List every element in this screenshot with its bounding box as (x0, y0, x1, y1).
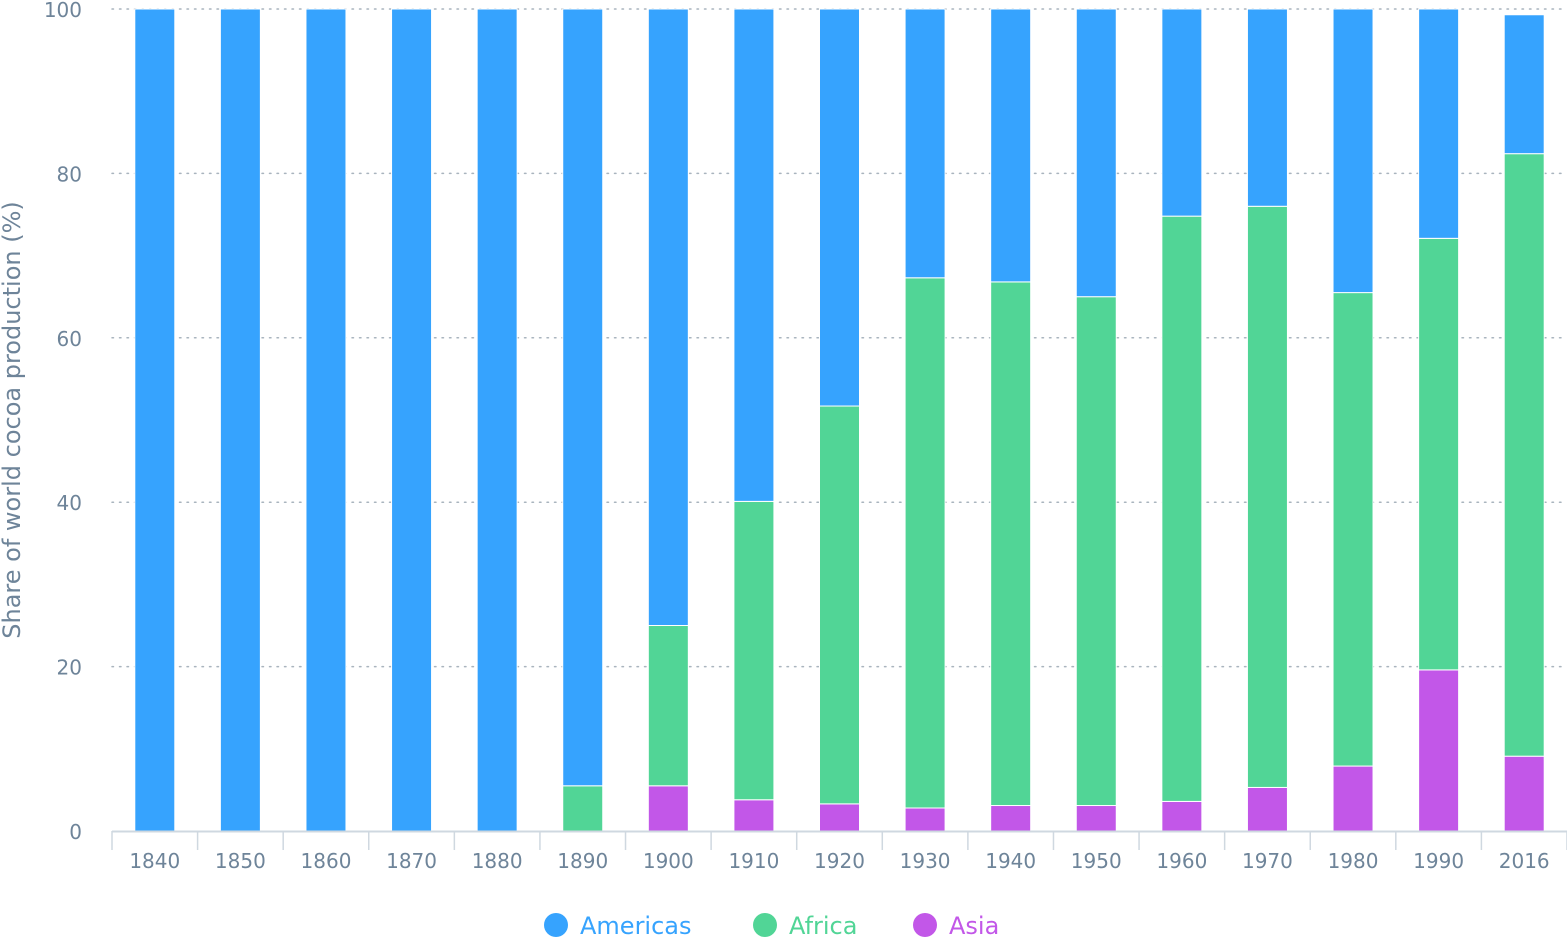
x-tick-label: 1840 (129, 849, 180, 873)
bar-asia-1990 (1418, 669, 1460, 832)
bar-asia-1980 (1332, 765, 1374, 832)
bar-americas-1850 (219, 8, 261, 832)
x-tick-label: 1970 (1242, 849, 1293, 873)
x-tick-label: 1880 (472, 849, 523, 873)
bar-americas-1950 (1075, 8, 1117, 298)
x-tick-label: 1930 (900, 849, 951, 873)
bar-americas-1980 (1332, 8, 1374, 294)
x-tick-label: 1870 (386, 849, 437, 873)
y-tick-label: 40 (57, 491, 82, 515)
bar-africa-1970 (1246, 205, 1288, 788)
bar-americas-1990 (1418, 8, 1460, 239)
bar-africa-1990 (1418, 237, 1460, 671)
y-tick-label: 80 (57, 162, 82, 186)
bar-asia-1950 (1075, 805, 1117, 832)
x-tick-label: 1900 (643, 849, 694, 873)
y-tick-label: 20 (57, 656, 82, 680)
axes: 0 20 40 60 80 100 1840 1850 1860 1870 1880 1890 1900… (44, 0, 1567, 873)
bar-africa-1920 (819, 405, 860, 805)
x-tick-label: 1940 (985, 849, 1036, 873)
x-tick-label: 1850 (215, 849, 266, 873)
x-tick-label: 1910 (728, 849, 779, 873)
bar-americas-1860 (305, 8, 347, 832)
bar-africa-1900 (647, 625, 689, 787)
bar-asia-1910 (733, 799, 775, 832)
bar-americas-1840 (134, 8, 176, 832)
bar-africa-1890 (562, 785, 604, 832)
bar-americas-1910 (733, 8, 775, 502)
x-tick-label: 1990 (1413, 849, 1464, 873)
bar-africa-1940 (990, 281, 1032, 807)
bar-americas-1900 (647, 8, 689, 626)
bar-americas-1970 (1246, 8, 1288, 207)
bar-americas-1930 (904, 8, 946, 279)
y-tick-label: 60 (57, 327, 82, 351)
bar-africa-1960 (1161, 215, 1203, 802)
bar-americas-1880 (476, 8, 518, 832)
legend-label-asia: Asia (949, 912, 999, 937)
bar-americas-1920 (819, 8, 860, 407)
x-tick-label: 1960 (1156, 849, 1207, 873)
bar-asia-2016 (1503, 755, 1545, 832)
bars (134, 8, 1545, 832)
legend: Americas Africa Asia (544, 912, 999, 940)
bar-africa-1930 (904, 277, 946, 809)
bar-americas-1890 (562, 8, 604, 787)
bar-americas-2016 (1503, 14, 1545, 155)
x-tick-label: 1920 (814, 849, 865, 873)
bar-asia-1940 (990, 805, 1032, 832)
bar-africa-2016 (1503, 153, 1545, 757)
x-tick-label: 1860 (301, 849, 352, 873)
bar-africa-1980 (1332, 292, 1374, 767)
x-tick-label: 1950 (1071, 849, 1122, 873)
bar-asia-1900 (647, 785, 689, 832)
legend-label-americas: Americas (580, 912, 692, 937)
bar-asia-1970 (1246, 786, 1288, 832)
x-tick-label: 1890 (557, 849, 608, 873)
bar-africa-1950 (1075, 296, 1117, 807)
bar-asia-1930 (904, 807, 946, 832)
x-tick-label: 2016 (1499, 849, 1550, 873)
bar-americas-1960 (1161, 8, 1203, 217)
x-tick-label: 1980 (1328, 849, 1379, 873)
y-tick-label: 0 (69, 820, 82, 844)
bar-americas-1870 (391, 8, 433, 832)
legend-marker-americas (544, 913, 568, 937)
legend-marker-asia (913, 913, 937, 937)
legend-label-africa: Africa (789, 912, 857, 937)
bar-americas-1940 (990, 8, 1032, 283)
y-tick-label: 100 (44, 0, 82, 22)
y-axis-label: Share of world cocoa production (%) (0, 201, 26, 638)
legend-marker-africa (753, 913, 777, 937)
bar-asia-1960 (1161, 800, 1203, 832)
bar-asia-1920 (819, 803, 860, 832)
bar-africa-1910 (733, 500, 775, 801)
